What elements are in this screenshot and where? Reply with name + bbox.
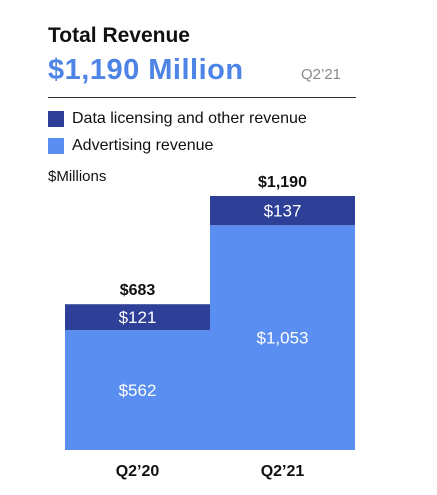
bar-segment-data-licensing-q2-20: [65, 304, 210, 331]
chart-title: Total Revenue: [48, 24, 190, 47]
category-label-q2-20: Q2’20: [116, 463, 160, 480]
legend-item-advertising: Advertising revenue: [48, 137, 213, 155]
bar-segment-advertising-q2-20: [65, 330, 210, 450]
headline-total: $1,190 Million: [48, 54, 244, 86]
data-label-data-licensing-q2-21: $137: [264, 202, 302, 221]
total-label-q2-21: $1,190: [258, 174, 307, 191]
bar-segment-data-licensing-q2-21: [210, 196, 355, 226]
units-label: $Millions: [48, 168, 107, 185]
header-divider: [48, 97, 356, 98]
data-label-data-licensing-q2-20: $121: [119, 308, 157, 327]
data-label-advertising-q2-20: $562: [119, 381, 157, 400]
total-label-q2-20: $683: [120, 282, 156, 299]
legend-label-data-licensing: Data licensing and other revenue: [72, 110, 307, 127]
legend-label-advertising: Advertising revenue: [72, 137, 214, 154]
legend-item-data-licensing: Data licensing and other revenue: [48, 110, 307, 128]
category-label-q2-21: Q2’21: [261, 463, 305, 480]
data-label-advertising-q2-21: $1,053: [257, 329, 309, 348]
period-label: Q2’21: [301, 66, 342, 83]
legend-swatch-data-licensing: [48, 111, 64, 127]
legend-swatch-advertising: [48, 138, 64, 154]
bar-segment-advertising-q2-21: [210, 225, 355, 450]
